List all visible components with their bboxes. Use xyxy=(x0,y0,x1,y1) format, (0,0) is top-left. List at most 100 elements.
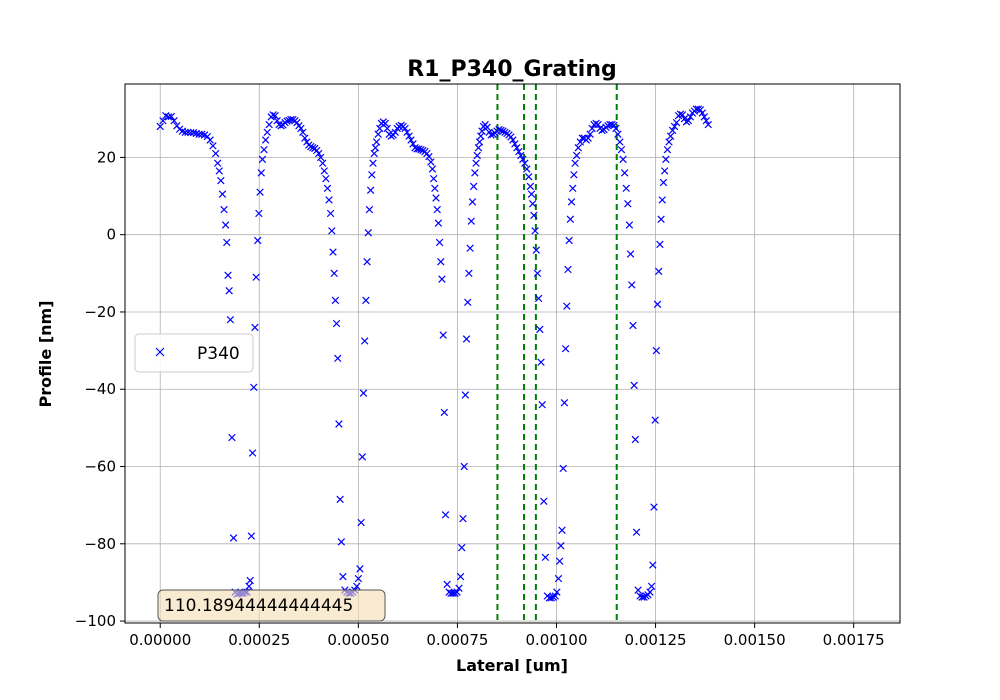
annotation-background xyxy=(157,589,386,622)
data-point xyxy=(167,112,176,121)
data-point xyxy=(555,557,564,565)
data-point xyxy=(369,159,377,167)
data-point xyxy=(220,205,228,214)
data-point xyxy=(523,165,531,173)
data-point xyxy=(245,582,253,591)
data-point xyxy=(224,271,232,279)
data-point xyxy=(584,134,592,142)
data-point xyxy=(628,281,636,289)
data-point xyxy=(578,134,586,142)
data-point xyxy=(360,337,369,345)
y-axis-label: Profile [nm] xyxy=(36,300,55,407)
data-point xyxy=(261,136,270,144)
data-point xyxy=(251,323,259,332)
data-point xyxy=(218,190,227,198)
data-point xyxy=(271,111,279,120)
data-point xyxy=(309,144,317,152)
data-point xyxy=(328,227,336,235)
data-point xyxy=(297,124,305,133)
data-point xyxy=(530,211,538,220)
data-point xyxy=(301,134,309,142)
data-point xyxy=(453,588,461,596)
x-tick-label: 0.00150 xyxy=(724,631,786,649)
data-point xyxy=(700,113,709,121)
data-point xyxy=(617,145,626,154)
data-point xyxy=(594,120,602,129)
data-point xyxy=(532,246,540,254)
data-point xyxy=(438,275,446,283)
data-point xyxy=(156,122,164,131)
data-point xyxy=(320,167,329,175)
data-point xyxy=(497,126,505,135)
legend-marker xyxy=(155,347,165,357)
data-point xyxy=(564,265,572,274)
data-point xyxy=(668,126,677,135)
data-point xyxy=(359,389,368,397)
data-point xyxy=(511,140,519,148)
data-point xyxy=(598,126,606,135)
data-point xyxy=(672,118,681,127)
data-point xyxy=(427,158,435,166)
data-point xyxy=(318,159,327,167)
data-point xyxy=(478,127,486,135)
data-point xyxy=(586,130,594,138)
legend-label-p340: P340 xyxy=(197,344,240,364)
data-point xyxy=(625,221,634,229)
y-tick-label: −60 xyxy=(84,458,116,476)
data-point xyxy=(433,205,441,214)
data-point xyxy=(365,205,374,214)
data-point xyxy=(561,344,570,353)
data-point xyxy=(198,130,206,138)
data-point xyxy=(547,594,556,602)
series-p340 xyxy=(156,105,712,602)
data-point xyxy=(651,416,659,424)
data-point xyxy=(252,273,260,281)
data-point xyxy=(702,116,710,125)
data-point xyxy=(468,198,477,206)
data-point xyxy=(531,227,539,235)
data-point xyxy=(283,117,291,125)
data-point xyxy=(654,267,663,276)
data-point xyxy=(403,128,411,137)
data-point xyxy=(250,383,258,392)
data-point xyxy=(215,167,223,175)
data-point xyxy=(649,561,657,569)
data-point xyxy=(332,319,341,328)
data-point xyxy=(256,188,264,196)
data-point xyxy=(465,269,473,278)
data-point xyxy=(538,400,546,409)
data-point xyxy=(159,116,167,125)
data-point xyxy=(527,190,536,198)
y-axis-ticks: −100 −80 −60 −40 −20 0 20 xyxy=(75,148,125,630)
data-point xyxy=(253,236,262,245)
data-point xyxy=(354,574,363,583)
data-point xyxy=(330,269,338,278)
data-point xyxy=(335,420,343,428)
data-point xyxy=(409,140,417,148)
data-point xyxy=(487,131,495,139)
data-point xyxy=(439,331,447,339)
data-point xyxy=(455,584,463,592)
data-point xyxy=(370,149,378,158)
data-point xyxy=(467,217,476,225)
legend: P340 xyxy=(134,333,254,373)
data-point xyxy=(458,543,466,552)
data-point xyxy=(277,122,285,130)
data-point xyxy=(614,130,622,138)
data-point xyxy=(366,186,375,194)
data-point xyxy=(513,144,521,152)
data-point xyxy=(383,124,392,133)
data-point xyxy=(229,534,238,542)
data-point xyxy=(225,286,233,295)
data-point xyxy=(429,174,438,183)
data-point xyxy=(331,296,340,305)
data-point xyxy=(417,145,425,154)
y-tick-label: −100 xyxy=(75,612,116,630)
legend-box xyxy=(134,333,254,373)
data-point xyxy=(337,538,346,546)
data-point xyxy=(525,173,533,181)
data-point xyxy=(217,176,225,185)
data-point xyxy=(221,221,230,229)
data-point xyxy=(666,132,675,140)
data-point xyxy=(659,178,668,187)
